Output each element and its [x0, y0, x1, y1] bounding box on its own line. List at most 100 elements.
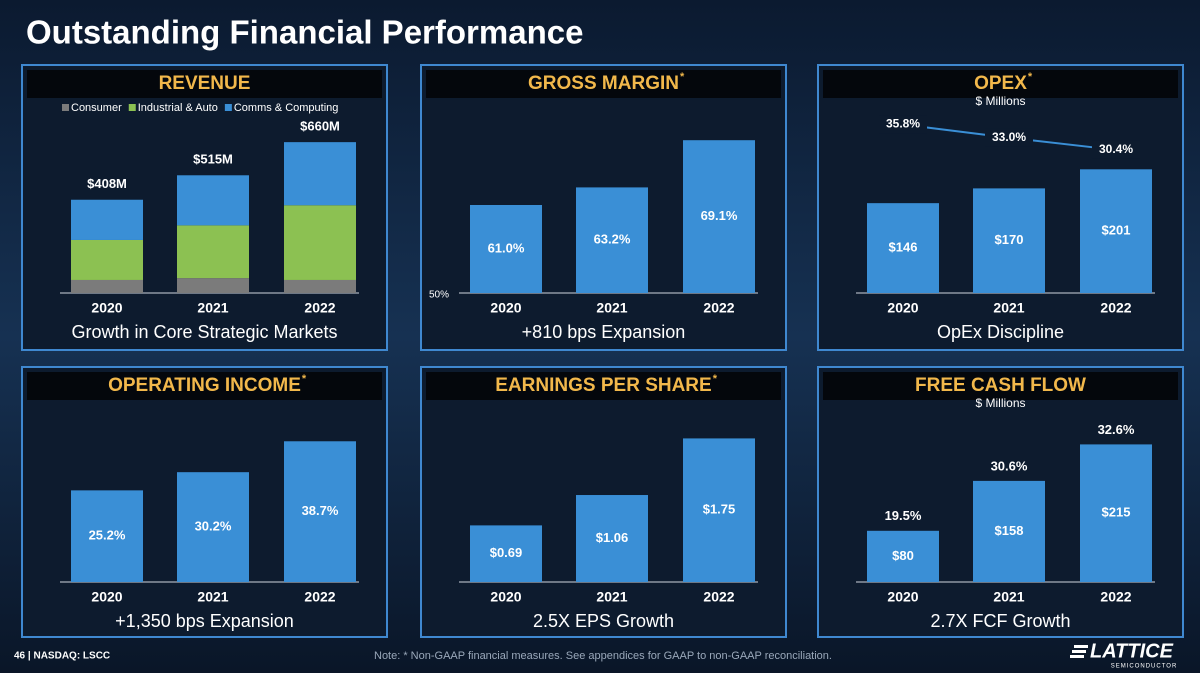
value-label: 61.0% — [488, 240, 525, 255]
x-tick-label: 2020 — [91, 300, 122, 316]
value-label: $170 — [995, 232, 1024, 247]
value-label: $201 — [1102, 223, 1131, 238]
chart-caption: 2.7X FCF Growth — [930, 611, 1070, 631]
x-tick-label: 2022 — [703, 300, 734, 316]
bar — [177, 472, 249, 582]
total-label: $660M — [300, 119, 340, 134]
chart-title: GROSS MARGIN — [528, 73, 679, 94]
value-label: 38.7% — [302, 503, 339, 518]
chart-panel: OPERATING INCOME * +1,350 bps Expansion 202… — [21, 366, 388, 638]
chart-panel: OPEX *$ Millions OpEx Discipline 2020 2021 20… — [817, 64, 1184, 351]
value-label: $1.06 — [596, 530, 629, 545]
line-label: 35.8% — [886, 117, 920, 131]
footer: 46 | NASDAQ: LSCC — [14, 651, 110, 662]
value-label: $158 — [995, 523, 1024, 538]
total-label: $408M — [87, 176, 127, 191]
bar — [470, 525, 542, 582]
logo-stripes — [1070, 645, 1088, 658]
x-tick-label: 2022 — [304, 589, 335, 605]
value-label: $215 — [1102, 505, 1131, 520]
top-label: 19.5% — [885, 508, 922, 523]
bar-segment — [177, 278, 249, 293]
bar-segment — [71, 279, 143, 293]
value-label: 25.2% — [89, 528, 126, 543]
x-tick-label: 2022 — [1100, 589, 1131, 605]
bar-segment — [71, 199, 143, 240]
title-note: * — [302, 373, 307, 385]
legend-label: Industrial & Auto — [138, 102, 218, 114]
chart-title: EARNINGS PER SHARE — [495, 375, 711, 396]
title-note: * — [680, 71, 685, 83]
legend-swatch — [128, 104, 136, 111]
bar — [470, 205, 542, 293]
value-label: $80 — [892, 548, 914, 563]
chart-caption: OpEx Discipline — [937, 322, 1064, 342]
bar — [683, 438, 755, 582]
bar — [1080, 444, 1152, 582]
x-tick-label: 2020 — [887, 300, 918, 316]
bar — [576, 495, 648, 582]
chart-title: OPERATING INCOME — [108, 375, 301, 396]
chart-title: FREE CASH FLOW — [915, 375, 1086, 396]
line-label-bg — [985, 128, 1033, 147]
x-tick-label: 2020 — [91, 589, 122, 605]
value-label: 69.1% — [701, 208, 738, 223]
bar-segment — [177, 225, 249, 279]
line-label: 30.4% — [1099, 142, 1133, 156]
chart-subtitle: $ Millions — [975, 396, 1025, 410]
chart-subtitle: $ Millions — [975, 94, 1025, 108]
bar-segment — [177, 175, 249, 226]
bar — [973, 480, 1045, 582]
title-note: * — [713, 373, 718, 385]
value-label: $1.75 — [703, 502, 736, 517]
x-tick-label: 2021 — [993, 300, 1024, 316]
chart-panel: REVENUE Growth in Core Strategic Markets 2… — [21, 64, 388, 351]
x-tick-label: 2021 — [197, 300, 228, 316]
bar — [867, 530, 939, 582]
bar — [973, 188, 1045, 293]
line-label-bg — [1092, 140, 1140, 159]
panel-header — [27, 372, 382, 400]
bar — [576, 187, 648, 293]
x-tick-label: 2020 — [887, 589, 918, 605]
legend-swatch — [224, 104, 232, 111]
chart-caption: +1,350 bps Expansion — [115, 611, 294, 631]
chart-caption: 2.5X EPS Growth — [533, 611, 674, 631]
bar-segment — [284, 279, 356, 293]
bar-segment — [71, 239, 143, 280]
slide-title: Outstanding Financial Performance — [26, 14, 583, 51]
bar-segment — [284, 205, 356, 280]
bar — [867, 203, 939, 293]
bar — [71, 490, 143, 582]
chart-panel: GROSS MARGIN * +810 bps Expansion 50% 2020 20… — [420, 64, 787, 351]
x-tick-label: 2021 — [596, 300, 627, 316]
chart-title: REVENUE — [159, 73, 251, 94]
bar — [683, 140, 755, 293]
top-label: 30.6% — [991, 458, 1028, 473]
value-label: 30.2% — [195, 519, 232, 534]
x-tick-label: 2020 — [490, 589, 521, 605]
x-tick-label: 2021 — [993, 589, 1024, 605]
x-tick-label: 2022 — [1100, 300, 1131, 316]
chart-title: OPEX — [974, 73, 1027, 94]
legend-label: Comms & Computing — [234, 102, 339, 114]
line-label-bg — [879, 115, 927, 134]
logo-name: LATTICE — [1090, 640, 1174, 662]
chart-caption: +810 bps Expansion — [522, 322, 686, 342]
x-tick-label: 2020 — [490, 300, 521, 316]
chart-caption: Growth in Core Strategic Markets — [71, 322, 337, 342]
panel-header — [27, 70, 382, 98]
panel-header — [823, 70, 1178, 98]
value-label: 63.2% — [594, 232, 631, 247]
value-label: $0.69 — [490, 545, 523, 560]
top-label: 32.6% — [1098, 422, 1135, 437]
y-tick-label: 50% — [429, 290, 449, 301]
legend-label: Consumer — [71, 102, 122, 114]
bar — [1080, 169, 1152, 293]
panel-header — [823, 372, 1178, 400]
chart-panel: EARNINGS PER SHARE * 2.5X EPS Growth 2020 20… — [420, 366, 787, 638]
chart-panel: FREE CASH FLOW$ Millions 2.7X FCF Growth 2… — [817, 366, 1184, 638]
x-tick-label: 2022 — [703, 589, 734, 605]
logo: LATTICE SEMICONDUCTOR — [1070, 640, 1176, 670]
